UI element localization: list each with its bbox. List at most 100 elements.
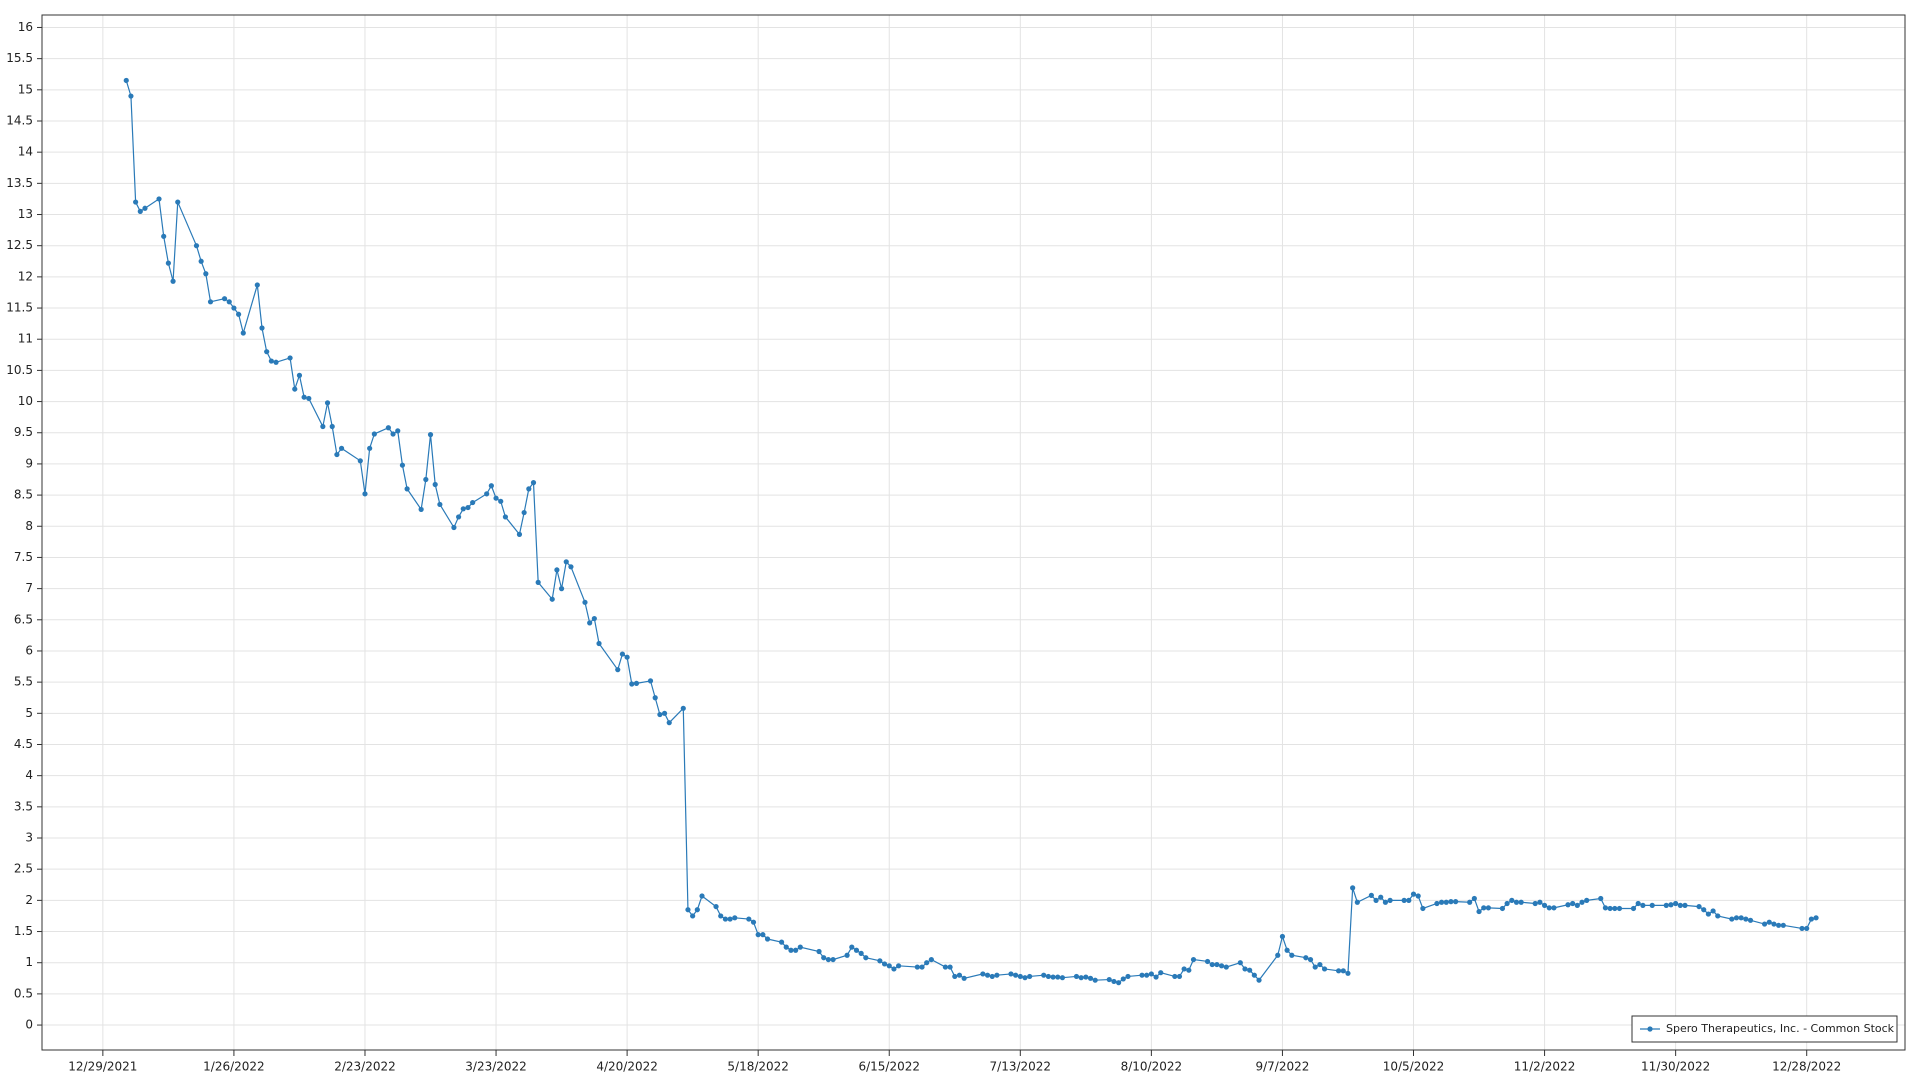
data-point [1336, 968, 1342, 974]
data-point [568, 564, 574, 570]
y-tick-label: 7 [25, 581, 33, 595]
data-point [1738, 915, 1744, 921]
y-tick-label: 2 [25, 893, 33, 907]
data-point [432, 481, 438, 488]
data-point [1242, 966, 1248, 972]
data-point [235, 311, 242, 317]
data-point [1275, 952, 1281, 958]
data-point [390, 431, 396, 437]
data-point [830, 956, 836, 963]
data-point [175, 199, 181, 205]
data-point [858, 950, 864, 956]
data-point [797, 944, 803, 950]
data-point [385, 425, 391, 431]
data-point [1438, 899, 1445, 905]
data-point [1415, 893, 1421, 899]
data-point [371, 431, 377, 437]
data-point [1008, 971, 1014, 977]
data-point [587, 620, 593, 626]
data-point [1092, 977, 1098, 983]
data-point [1317, 961, 1323, 968]
data-point [156, 196, 162, 202]
data-point [1537, 899, 1543, 905]
series-line [125, 80, 1817, 984]
data-point [746, 916, 752, 922]
data-point [1733, 915, 1740, 921]
data-point [1471, 895, 1477, 902]
data-point [1218, 963, 1225, 969]
data-point [1804, 925, 1810, 932]
y-tick-label: 1 [25, 955, 33, 969]
data-point [891, 966, 897, 972]
data-point [732, 915, 738, 921]
x-tick-label: 3/23/2022 [465, 1060, 527, 1074]
data-point [919, 964, 925, 970]
data-point [1499, 905, 1506, 912]
data-point [1682, 902, 1688, 908]
data-point [1663, 902, 1669, 908]
data-point [1041, 972, 1047, 978]
data-point [320, 423, 326, 430]
data-point [437, 501, 443, 508]
data-point [1144, 972, 1150, 978]
y-tick-label: 8 [25, 519, 33, 533]
data-point [1284, 947, 1290, 953]
data-point [1378, 894, 1384, 900]
data-point [713, 903, 719, 910]
y-tick-label: 3.5 [14, 799, 33, 813]
data-point [1747, 917, 1754, 923]
data-point [727, 916, 733, 922]
data-point [1476, 908, 1482, 915]
data-point [334, 451, 340, 458]
legend-label: Spero Therapeutics, Inc. - Common Stock [1666, 1022, 1895, 1035]
data-point [1808, 916, 1814, 922]
data-point [1387, 897, 1393, 903]
data-point [1513, 899, 1520, 905]
data-point [615, 667, 621, 673]
y-tick-label: 9 [25, 456, 33, 470]
plot-frame [41, 14, 1906, 1051]
data-point [1715, 913, 1721, 919]
data-point [1410, 891, 1417, 897]
data-point [881, 961, 888, 967]
data-point [423, 476, 429, 483]
data-point [1565, 902, 1571, 908]
data-point [1443, 899, 1449, 905]
data-point [1050, 974, 1056, 980]
data-point [1448, 899, 1454, 905]
data-point [1078, 975, 1084, 981]
data-point [287, 355, 293, 361]
data-point [788, 947, 794, 953]
data-point [591, 615, 597, 622]
data-point [942, 964, 949, 970]
data-point [1630, 905, 1637, 912]
data-point [629, 681, 635, 687]
data-point [1073, 973, 1080, 980]
data-point [1303, 955, 1309, 961]
data-point [221, 296, 228, 302]
data-point [849, 944, 855, 950]
data-point [404, 486, 410, 492]
y-tick-label: 10 [18, 394, 33, 408]
data-point [1148, 971, 1154, 977]
data-point [596, 640, 602, 647]
data-point [652, 695, 658, 701]
data-point [357, 458, 363, 464]
x-tick-label: 12/29/2021 [68, 1060, 137, 1074]
y-tick-label: 5.5 [14, 675, 33, 689]
data-point [203, 271, 209, 277]
y-tick-label: 8.5 [14, 488, 33, 502]
data-point [1574, 902, 1580, 908]
legend-box [1631, 1015, 1898, 1043]
legend: Spero Therapeutics, Inc. - Common Stock [1631, 1015, 1898, 1043]
data-point [268, 358, 274, 364]
data-point [207, 299, 214, 305]
data-point [451, 524, 457, 531]
data-point [1607, 905, 1613, 912]
data-point [886, 963, 892, 969]
data-point [563, 559, 569, 565]
y-tick-label: 9.5 [14, 425, 33, 439]
data-point [161, 233, 167, 239]
data-point [825, 956, 831, 963]
